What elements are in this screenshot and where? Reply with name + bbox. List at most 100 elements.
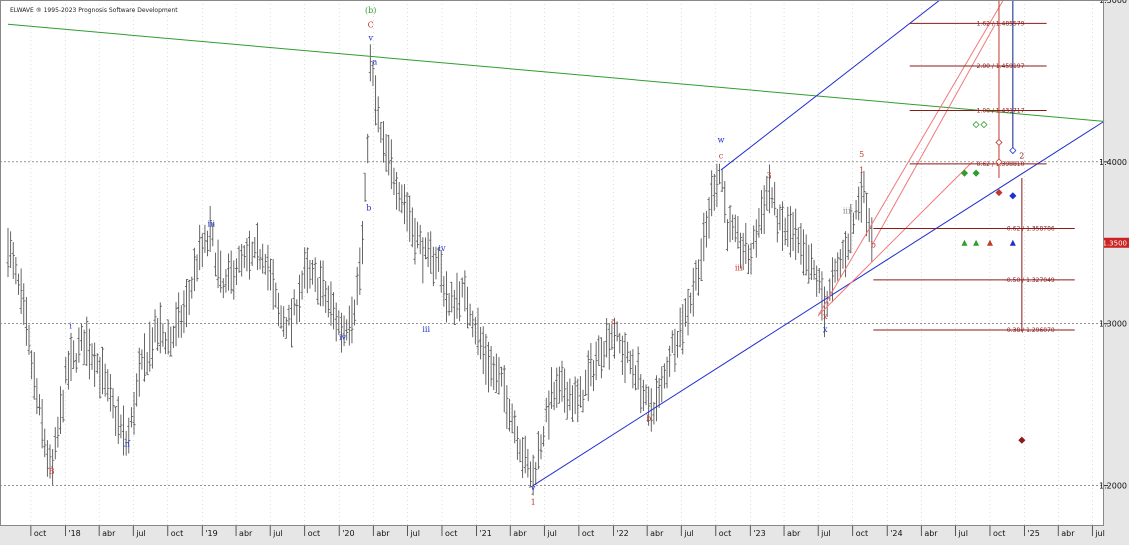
price-bar (358, 247, 362, 295)
price-bar (95, 353, 99, 374)
price-bar (216, 239, 220, 289)
price-bar (670, 330, 674, 353)
price-bar (668, 345, 672, 377)
fibonacci-levels: 1.62 / 1.485579 2.00 / 1.459197 1.00 / 1.4… (873, 20, 1075, 334)
price-bar (240, 243, 244, 277)
price-bar (778, 204, 782, 231)
wave-label: c (719, 152, 724, 161)
price-bar (654, 375, 659, 422)
x-tick-label: '20 (342, 529, 354, 538)
price-bar (30, 350, 34, 380)
price-bar (489, 346, 493, 387)
price-bar (221, 278, 225, 299)
wave-label: i (69, 322, 72, 331)
price-bar (767, 164, 772, 214)
price-bar (371, 60, 375, 87)
x-tick-label: '21 (479, 529, 491, 538)
price-bar (93, 342, 97, 387)
price-bar (738, 232, 743, 269)
price-bar (515, 426, 519, 460)
open-diamond-marker (980, 121, 988, 129)
price-bar (759, 190, 764, 234)
price-bar (786, 206, 790, 247)
price-bar (337, 310, 341, 335)
price-bar (135, 373, 139, 407)
green-trendline (7, 23, 1105, 122)
diamond-marker (972, 169, 980, 177)
price-bar (804, 234, 808, 276)
y-tick-label: 1.5000 (1099, 0, 1127, 5)
price-bar (765, 175, 769, 211)
price-bar (153, 309, 157, 343)
wave-label: x (823, 325, 828, 334)
price-bar (24, 296, 28, 346)
price-bar (74, 353, 78, 373)
price-bar (444, 271, 449, 323)
price-bar (148, 321, 152, 372)
price-bar (801, 229, 806, 276)
x-tick-label: abr (650, 529, 664, 538)
price-bar (245, 238, 249, 272)
price-bar (450, 281, 454, 313)
price-bar (163, 332, 168, 355)
diamond-marker (960, 169, 969, 177)
price-bar (455, 272, 459, 319)
price-bar (563, 368, 567, 413)
price-bar (552, 381, 556, 411)
price-bar (484, 333, 488, 385)
diamond-marker (995, 189, 1003, 197)
fib-level-label: 1.62 / 1.485579 (977, 20, 1025, 27)
price-bar (689, 292, 693, 314)
price-bar (129, 407, 134, 428)
price-bar (594, 341, 598, 381)
price-bar (158, 302, 162, 354)
x-tick-label: abr (376, 529, 390, 538)
price-bar (37, 394, 42, 416)
price-bar (851, 212, 856, 234)
price-bar (518, 439, 522, 463)
price-bar (828, 278, 832, 301)
price-bar (16, 273, 21, 295)
price-bar (418, 224, 422, 255)
open-diamond-marker (995, 138, 1003, 146)
price-bar (379, 121, 383, 143)
price-bar (626, 341, 630, 363)
price-bar (662, 363, 666, 389)
price-bar (211, 223, 215, 247)
price-bar (864, 192, 869, 237)
price-bar (783, 217, 787, 246)
x-tick-label: jul (546, 529, 557, 538)
wave-label: iv (339, 333, 347, 342)
price-bar (400, 184, 404, 214)
price-bar (431, 246, 435, 287)
price-bar (773, 181, 777, 216)
price-bar (468, 303, 472, 326)
wave-label: b (871, 241, 876, 250)
price-bar (266, 244, 270, 291)
price-bar (279, 305, 283, 329)
upper-channel-line (720, 0, 941, 171)
price-bar (142, 333, 147, 382)
price-bar (605, 318, 609, 358)
price-bar (494, 353, 498, 393)
x-tick-label: '22 (616, 529, 628, 538)
price-bar (247, 230, 252, 280)
price-bar (229, 250, 233, 294)
price-bar (791, 211, 795, 252)
price-bar (132, 391, 136, 435)
price-bar (253, 237, 257, 259)
price-bar (521, 437, 525, 478)
price-bar (219, 250, 223, 293)
price-bar (410, 207, 414, 248)
x-tick-label: jul (272, 529, 283, 538)
x-tick-label: abr (1061, 529, 1075, 538)
price-bar (636, 346, 640, 390)
price-bar (497, 357, 501, 395)
price-bar (628, 350, 632, 375)
price-bar (174, 302, 178, 347)
price-bar (43, 428, 47, 458)
price-bar (715, 163, 719, 208)
price-bar (557, 366, 561, 404)
price-bar (542, 426, 546, 447)
